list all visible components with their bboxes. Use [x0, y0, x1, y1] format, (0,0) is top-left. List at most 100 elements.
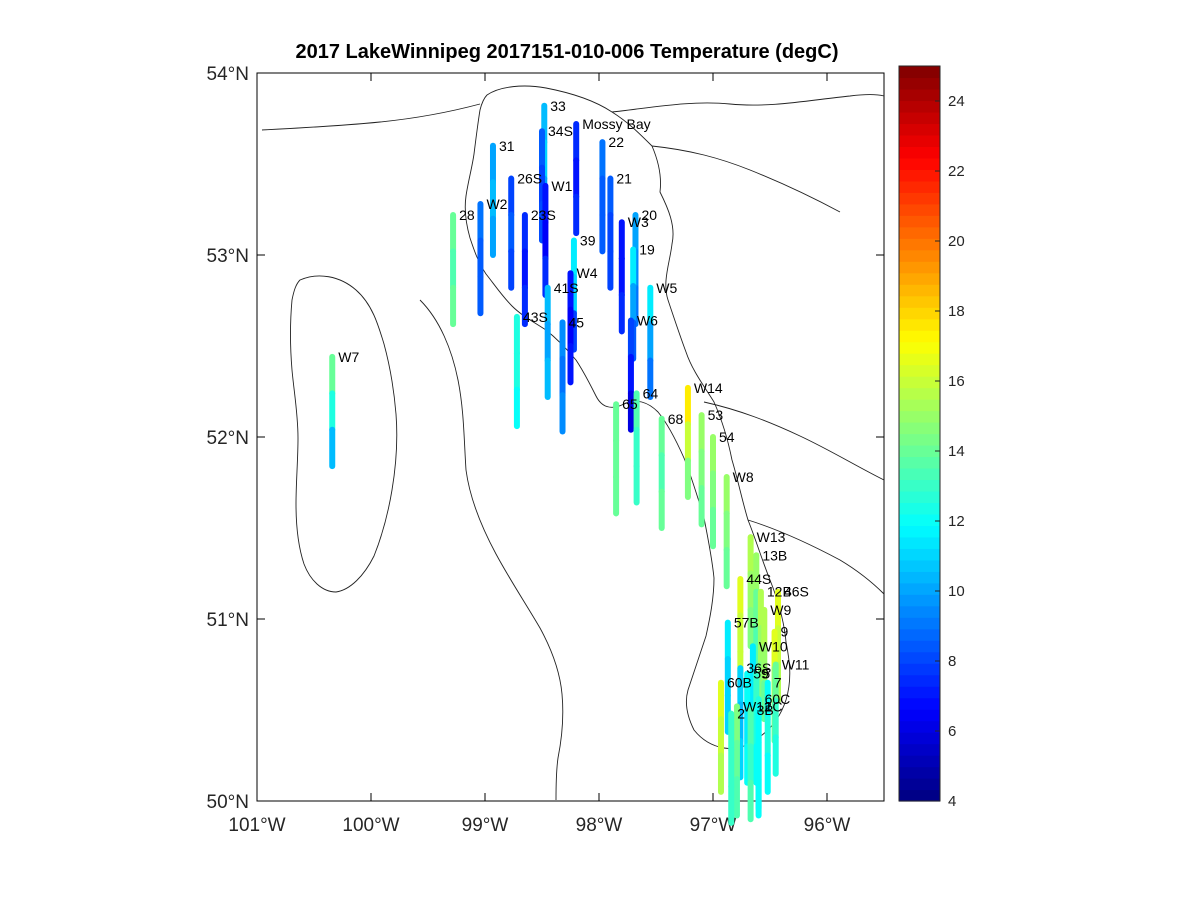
colorbar-band — [899, 720, 940, 733]
colorbar-band — [899, 318, 940, 331]
colorbar-band — [899, 330, 940, 343]
colorbar-band — [899, 709, 940, 722]
colorbar-tick-label: 24 — [948, 93, 965, 110]
station-label: W11 — [782, 657, 810, 673]
colorbar-band — [899, 123, 940, 136]
north-shore-line — [261, 94, 885, 131]
colorbar-band — [899, 284, 940, 297]
colorbar-band — [899, 295, 940, 308]
lon-tick-label: 100°W — [342, 815, 399, 836]
colorbar-band — [899, 513, 940, 526]
colorbar-band — [899, 169, 940, 182]
colorbar-band — [899, 674, 940, 687]
station-label: 39 — [580, 232, 596, 248]
station-label: W8 — [733, 469, 754, 485]
station-tracks — [329, 102, 781, 826]
colorbar-band — [899, 88, 940, 102]
colorbar-band — [899, 180, 940, 193]
station-label: 68 — [668, 411, 684, 427]
station-label: 7 — [774, 675, 782, 691]
colorbar-band — [899, 743, 940, 756]
colorbar-tick-label: 14 — [948, 443, 965, 460]
colorbar-band — [899, 778, 940, 791]
station-label: 28 — [459, 207, 475, 223]
lon-tick-label: 101°W — [228, 815, 285, 836]
station-label: 65 — [622, 396, 638, 412]
colorbar-tick-label: 20 — [948, 233, 965, 250]
station-label: 20 — [641, 207, 657, 223]
colorbar-band — [899, 548, 940, 561]
colorbar-band — [899, 77, 940, 90]
station-label: W5 — [656, 280, 677, 296]
lat-tick-label: 53°N — [207, 246, 249, 267]
colorbar-band — [899, 422, 940, 435]
station-label: 26S — [517, 171, 542, 187]
colorbar-band — [899, 433, 940, 446]
station-label: 43S — [523, 309, 548, 325]
colorbar-band — [899, 410, 940, 423]
colorbar-band — [899, 605, 940, 618]
colorbar-band — [899, 444, 940, 458]
colorbar-tick-label: 22 — [948, 163, 965, 180]
colorbar-band — [899, 226, 940, 239]
colorbar-band — [899, 387, 940, 400]
lat-tick-label: 50°N — [207, 792, 249, 813]
station-label: 60B — [727, 675, 752, 691]
colorbar-band — [899, 399, 940, 412]
colorbar-band — [899, 134, 940, 147]
colorbar-band — [899, 789, 940, 802]
station-label: 57B — [734, 615, 759, 631]
colorbar-tick-label: 16 — [948, 373, 965, 390]
station-label: W10 — [759, 638, 788, 654]
colorbar-frame — [898, 65, 941, 802]
lat-tick-label: 52°N — [207, 428, 249, 449]
axis-ticks: 101°W 100°W 99°W 98°W 97°W 96°W50°N51°N52°N53… — [207, 64, 884, 836]
station-label: W9 — [770, 602, 791, 618]
station-label: 59 — [753, 666, 769, 682]
station-label: W14 — [694, 380, 723, 396]
colorbar-band — [899, 100, 940, 113]
colorbar-band — [899, 479, 940, 492]
colorbar-band — [899, 111, 940, 125]
colorbar-band — [899, 341, 940, 354]
colorbar-tick-label: 8 — [948, 653, 956, 670]
colorbar-band — [899, 525, 940, 538]
station-label: 45 — [569, 314, 585, 330]
lat-tick-label: 51°N — [207, 610, 249, 631]
chart-title: 2017 LakeWinnipeg 2017151-010-006 Temper… — [295, 41, 838, 63]
colorbar-band — [899, 192, 940, 205]
colorbar-band — [899, 651, 940, 664]
west-lakes-outline — [290, 275, 398, 593]
lat-tick-label: 54°N — [207, 64, 249, 85]
station-label: W4 — [577, 265, 598, 281]
colorbar-tick-label: 6 — [948, 723, 956, 740]
station-label: W2 — [486, 196, 507, 212]
colorbar-band — [899, 594, 940, 607]
colorbar-band — [899, 697, 940, 710]
lon-tick-label: 97°W — [690, 815, 737, 836]
colorbar-band — [899, 536, 940, 549]
colorbar-band — [899, 559, 940, 572]
colorbar-band — [899, 364, 940, 377]
colorbar-band — [899, 628, 940, 641]
colorbar-band — [899, 203, 940, 216]
station-label: 36S — [746, 660, 771, 676]
lake-winnipeg-outline — [464, 85, 791, 749]
colorbar-band — [899, 215, 940, 228]
colorbar-ticks: 4 6 8 10 12 14 16 18 20 22 24 — [935, 93, 965, 810]
station-label: W7 — [338, 349, 359, 365]
colorbar-band — [899, 732, 940, 745]
lake-coastline — [261, 85, 885, 801]
station-label: 41S — [554, 280, 579, 296]
colorbar-band — [899, 146, 940, 159]
station-label: 12B — [767, 584, 792, 600]
colorbar-gradient — [899, 66, 940, 802]
station-label: 9 — [781, 624, 789, 640]
station-label: W3 — [628, 214, 649, 230]
station-label: 19 — [639, 242, 655, 258]
colorbar-band — [899, 307, 940, 320]
station-label: 22 — [608, 134, 624, 150]
colorbar-band — [899, 502, 940, 515]
station-label: 3B — [757, 702, 774, 718]
